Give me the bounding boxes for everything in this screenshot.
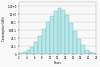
Bar bbox=[46, 22, 50, 54]
Bar bbox=[30, 47, 34, 54]
Bar bbox=[61, 10, 65, 54]
X-axis label: Hours: Hours bbox=[54, 61, 62, 65]
Bar bbox=[92, 53, 96, 54]
Bar bbox=[88, 52, 92, 54]
Y-axis label: Consumption (kWh): Consumption (kWh) bbox=[2, 16, 6, 41]
Bar bbox=[57, 8, 61, 54]
Bar bbox=[27, 50, 30, 54]
Bar bbox=[38, 36, 42, 54]
Bar bbox=[50, 16, 54, 54]
Bar bbox=[77, 39, 81, 54]
Bar bbox=[34, 42, 38, 54]
Bar bbox=[42, 29, 46, 54]
Bar bbox=[69, 23, 73, 54]
Bar bbox=[19, 53, 23, 54]
Bar bbox=[54, 11, 57, 54]
Bar bbox=[65, 15, 69, 54]
Bar bbox=[85, 50, 88, 54]
Bar bbox=[23, 52, 27, 54]
Bar bbox=[73, 31, 77, 54]
Bar bbox=[81, 45, 85, 54]
